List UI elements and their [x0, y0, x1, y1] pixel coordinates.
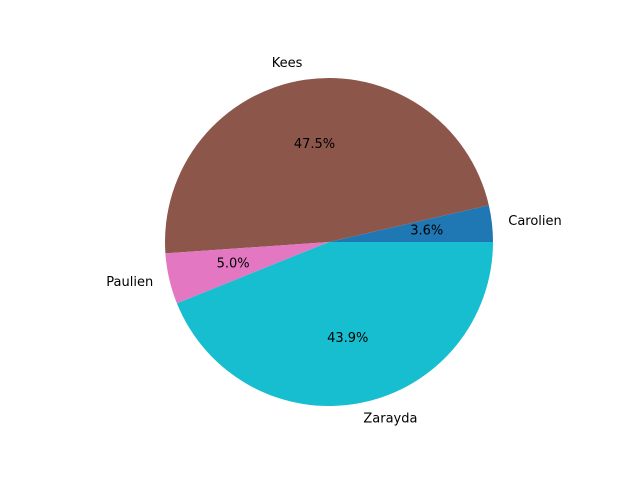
- pie-labels: Carolien 3.6% Kees 47.5% Paulien 5.0% Zarayda 4…: [106, 56, 562, 427]
- slice-percent-zarayda: 43.9%: [327, 331, 368, 346]
- pie-slices: [164, 78, 493, 406]
- slice-percent-carolien: 3.6%: [410, 223, 443, 238]
- slice-percent-kees: 47.5%: [294, 137, 335, 152]
- slice-label-carolien: Carolien: [508, 214, 562, 229]
- pie-slice-carolien: [329, 205, 493, 242]
- slice-label-kees: Kees: [272, 56, 303, 71]
- pie-slice-paulien: [165, 242, 329, 304]
- pie-slice-kees: [164, 78, 489, 254]
- slice-percent-paulien: 5.0%: [217, 257, 250, 272]
- slice-label-paulien: Paulien: [106, 275, 153, 290]
- pie-slice-zarayda: [176, 242, 493, 406]
- slice-label-zarayda: Zarayda: [363, 412, 417, 427]
